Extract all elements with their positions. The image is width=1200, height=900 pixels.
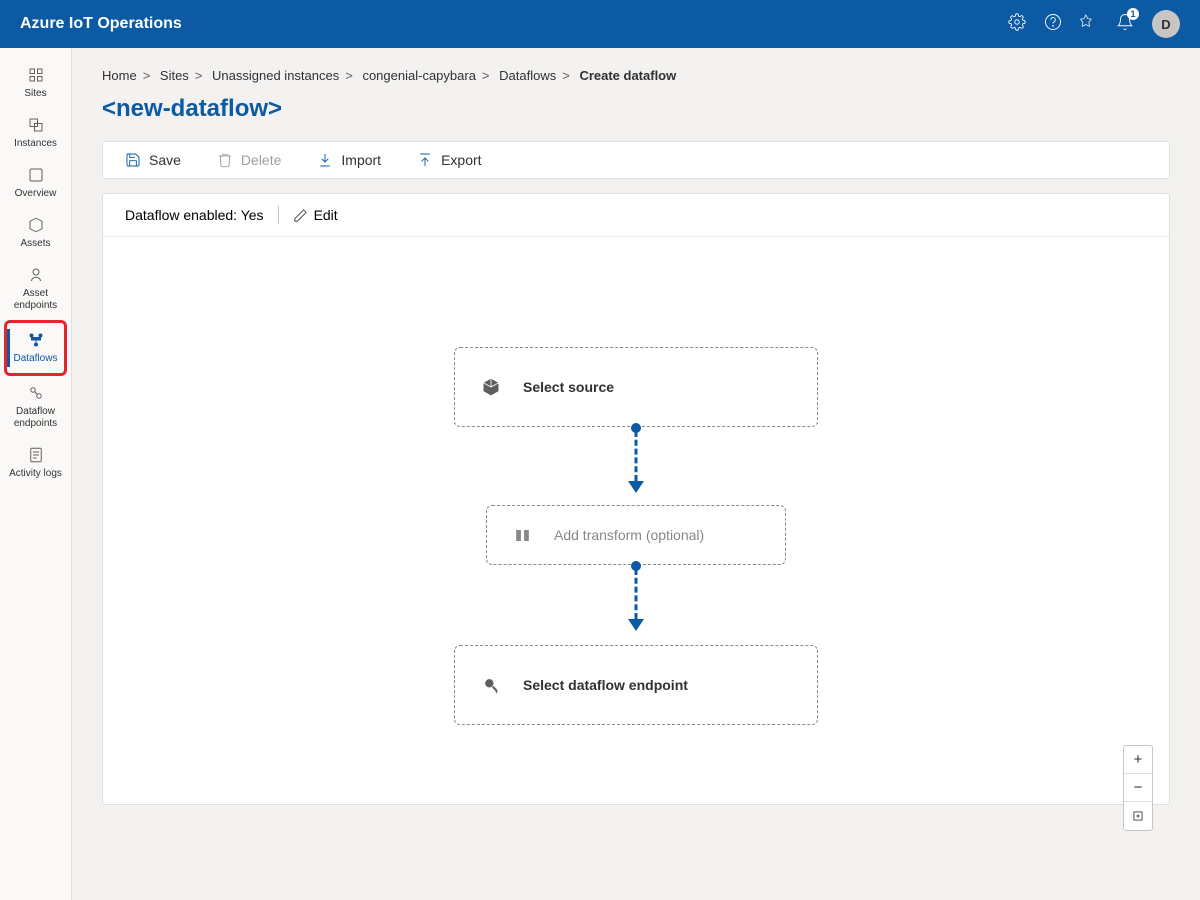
node-label: Add transform (optional) [554,527,704,543]
sidebar-item-overview[interactable]: Overview [0,158,71,208]
breadcrumb-item[interactable]: congenial-capybara [362,68,475,83]
dataflow-enabled-label: Dataflow enabled: Yes [125,207,264,223]
connector-line [635,431,638,481]
source-node[interactable]: Select source [454,347,818,427]
export-button[interactable]: Export [417,152,481,168]
edit-button[interactable]: Edit [293,207,338,223]
main-content: Home> Sites> Unassigned instances> conge… [72,48,1200,900]
avatar[interactable]: D [1152,10,1180,38]
sidebar: Sites Instances Overview Assets Asset en… [0,48,72,900]
sidebar-item-sites[interactable]: Sites [0,58,71,108]
sidebar-label: Activity logs [9,468,62,480]
save-button[interactable]: Save [125,152,181,168]
zoom-out-button[interactable]: − [1124,774,1152,802]
sidebar-item-dataflows[interactable]: Dataflows [7,323,64,373]
cube-icon [481,377,501,397]
feedback-icon[interactable] [1080,13,1098,36]
delete-button: Delete [217,152,281,168]
sidebar-item-assets[interactable]: Assets [0,208,71,258]
breadcrumb: Home> Sites> Unassigned instances> conge… [102,68,1170,83]
breadcrumb-item[interactable]: Dataflows [499,68,556,83]
sidebar-label: Assets [20,238,50,250]
notification-badge: 1 [1127,8,1139,20]
breadcrumb-item[interactable]: Home [102,68,137,83]
sidebar-highlight: Dataflows [4,320,67,376]
breadcrumb-item[interactable]: Sites [160,68,189,83]
sidebar-label: Sites [24,88,46,100]
toolbar-card: Save Delete Import Export [102,141,1170,179]
connector-arrow-icon [628,481,644,493]
sidebar-label: Dataflows [14,353,58,365]
zoom-controls: + − [1123,745,1153,831]
zoom-in-button[interactable]: + [1124,746,1152,774]
breadcrumb-item[interactable]: Unassigned instances [212,68,339,83]
zoom-fit-button[interactable] [1124,802,1152,830]
transform-node[interactable]: Add transform (optional) [486,505,786,565]
canvas-card: Dataflow enabled: Yes Edit Select source [102,193,1170,805]
sidebar-item-dataflow-endpoints[interactable]: Dataflow endpoints [0,376,71,438]
import-button[interactable]: Import [317,152,381,168]
topbar-actions: 1 D [1008,10,1180,38]
sidebar-item-instances[interactable]: Instances [0,108,71,158]
notification-icon[interactable]: 1 [1116,13,1134,36]
infobar: Dataflow enabled: Yes Edit [103,194,1169,237]
dataflow-canvas[interactable]: Select source Add transform (optional) S… [103,237,1169,847]
topbar: Azure IoT Operations 1 D [0,0,1200,48]
divider [278,206,279,224]
node-label: Select source [523,379,614,395]
breadcrumb-item-current: Create dataflow [579,68,676,83]
transform-icon [513,526,532,545]
sidebar-item-asset-endpoints[interactable]: Asset endpoints [0,258,71,320]
node-label: Select dataflow endpoint [523,677,688,693]
sidebar-label: Instances [14,138,57,150]
page-title: <new-dataflow> [102,95,1170,123]
settings-icon[interactable] [1008,13,1026,36]
connector-arrow-icon [628,619,644,631]
sidebar-label: Dataflow endpoints [2,406,69,430]
connector-line [635,569,638,619]
app-title: Azure IoT Operations [20,15,1008,33]
sidebar-label: Overview [15,188,57,200]
help-icon[interactable] [1044,13,1062,36]
endpoint-node[interactable]: Select dataflow endpoint [454,645,818,725]
sidebar-item-activity-logs[interactable]: Activity logs [0,438,71,488]
endpoint-icon [481,675,501,695]
sidebar-label: Asset endpoints [2,288,69,312]
